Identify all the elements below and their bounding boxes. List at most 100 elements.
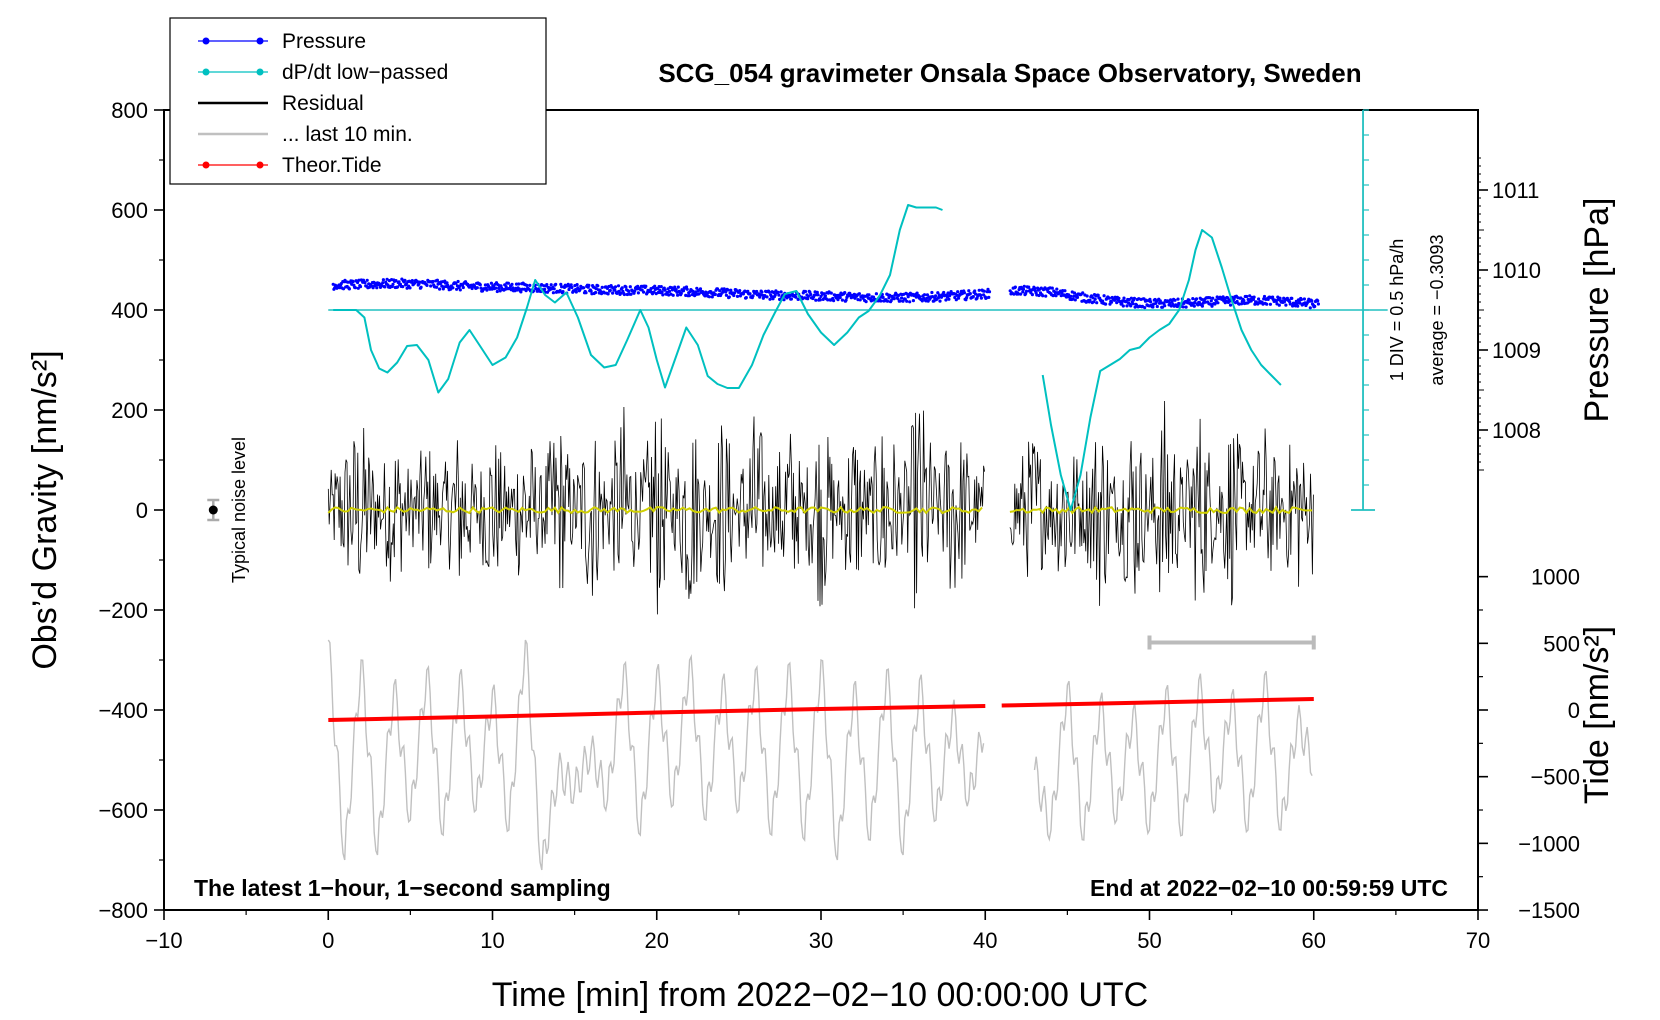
pressure-point: [1240, 302, 1244, 306]
pressure-point: [658, 288, 662, 292]
pressure-point: [454, 281, 458, 285]
pressure-point: [1200, 304, 1204, 308]
tide-tick-label: 0: [1568, 698, 1580, 723]
pressure-point: [1132, 296, 1136, 300]
pressure-point: [485, 288, 489, 292]
pressure-point: [1184, 305, 1188, 309]
series-residual-line: [327, 400, 1314, 615]
pressure-point: [1211, 296, 1215, 300]
pressure-point: [685, 287, 689, 291]
pressure-point: [1224, 299, 1228, 303]
pressure-point: [642, 290, 646, 294]
pressure-point: [657, 285, 661, 289]
pressure-point: [356, 280, 360, 285]
pressure-point: [1228, 303, 1233, 307]
pressure-point: [353, 286, 357, 290]
dpdt-div-label: 1 DIV = 0.5 hPa/h: [1387, 239, 1407, 382]
pressure-point: [748, 292, 752, 296]
pressure-point: [587, 283, 591, 287]
pressure-point: [608, 288, 612, 292]
x-tick-label: 10: [480, 928, 504, 953]
pressure-point: [613, 285, 618, 289]
extras-layer: [207, 109, 1376, 650]
pressure-point: [732, 291, 737, 295]
pressure-point: [1148, 297, 1152, 301]
legend-swatch-dot: [202, 37, 210, 45]
tide-tick-label: 500: [1543, 631, 1580, 656]
y-tick-label: 400: [111, 298, 148, 323]
pressure-point: [858, 298, 862, 302]
pressure-point: [663, 288, 667, 292]
pressure-point: [887, 296, 891, 300]
pressure-point: [715, 287, 720, 291]
pressure-point: [1216, 301, 1220, 305]
noise-label: Typical noise level: [229, 437, 249, 583]
pressure-point: [816, 293, 820, 297]
pressure-point: [445, 281, 449, 285]
pressure-point: [545, 283, 549, 287]
pressure-point: [1117, 296, 1121, 300]
pressure-point: [920, 299, 924, 303]
pressure-point: [843, 291, 847, 295]
pressure-point: [558, 289, 562, 293]
y-tick-label: −400: [98, 698, 148, 723]
pressure-point: [455, 287, 459, 291]
pressure-point: [674, 288, 678, 292]
pressure-point: [885, 299, 890, 303]
pressure-point: [351, 280, 355, 284]
pressure-point: [971, 295, 975, 299]
pressure-point: [1054, 294, 1058, 298]
pressure-point: [1187, 298, 1191, 302]
pressure-point: [627, 289, 631, 293]
pressure-point: [751, 294, 755, 298]
pressure-point: [1024, 289, 1029, 293]
pressure-point: [381, 281, 385, 285]
pressure-point: [760, 290, 764, 294]
pressure-point: [1012, 292, 1016, 296]
pressure-point: [1044, 294, 1048, 298]
pressure-point: [1104, 302, 1108, 306]
pressure-point: [403, 278, 407, 282]
pressure-point: [744, 296, 748, 300]
pressure-point: [789, 297, 794, 301]
pressure-point: [1265, 302, 1269, 306]
pressure-point: [363, 281, 367, 285]
pressure-point: [497, 286, 501, 290]
pressure-point: [922, 293, 927, 297]
pressure-point: [629, 292, 633, 296]
pressure-point: [633, 289, 637, 293]
pressure-point: [977, 288, 981, 292]
pressure-point: [1271, 295, 1275, 299]
pressure-point: [1143, 306, 1147, 310]
pressure-point: [429, 284, 433, 288]
pressure-point: [1302, 297, 1306, 301]
pressure-point: [636, 291, 641, 295]
pressure-point: [1063, 289, 1067, 293]
y-tick-label: −800: [98, 898, 148, 923]
y-tick-label: 800: [111, 98, 148, 123]
pressure-point: [1121, 304, 1125, 308]
pressure-point: [987, 290, 992, 294]
pressure-point: [687, 294, 692, 298]
pressure-point: [394, 279, 398, 283]
pressure-point: [1209, 299, 1213, 303]
pressure-point: [1242, 299, 1246, 303]
pressure-point: [1191, 297, 1195, 301]
pressure-point: [1299, 297, 1303, 302]
pressure-point: [1088, 298, 1092, 302]
pressure-point: [561, 290, 565, 294]
tide-tick-label: −1500: [1518, 898, 1580, 923]
pressure-point: [606, 292, 610, 296]
pressure-point: [729, 288, 733, 292]
pressure-point: [1278, 296, 1282, 300]
pressure-point: [1310, 299, 1314, 303]
pressure-point: [944, 298, 948, 302]
x-tick-label: 70: [1466, 928, 1490, 953]
pressure-point: [956, 290, 960, 294]
series-last10min-line: [327, 639, 1313, 871]
pressure-point: [829, 291, 833, 295]
x-tick-label: 30: [809, 928, 833, 953]
pressure-point: [1208, 296, 1212, 300]
pressure-point: [735, 294, 740, 298]
y-axis-pressure: 1008 1009 1010 1011: [1478, 157, 1541, 471]
